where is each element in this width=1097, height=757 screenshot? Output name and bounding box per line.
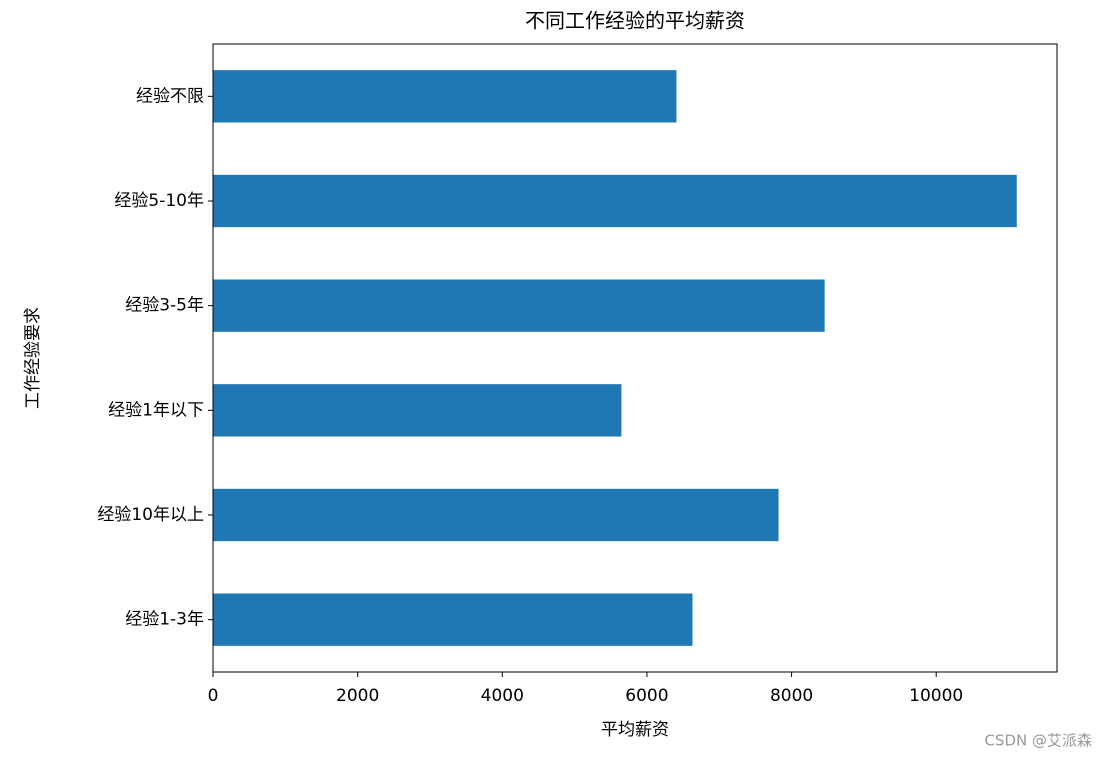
- x-tick-label: 0: [208, 686, 219, 706]
- y-axis-label: 工作经验要求: [23, 307, 43, 409]
- bar: [213, 384, 622, 437]
- plot-frame: [212, 43, 1058, 673]
- x-tick-label: 10000: [909, 686, 963, 706]
- bar: [213, 488, 779, 542]
- watermark: CSDN @艾派森: [984, 732, 1092, 750]
- y-tick-label: 经验5-10年: [114, 191, 204, 211]
- bar: [213, 174, 1017, 228]
- bar: [213, 279, 825, 332]
- bar: [213, 593, 693, 646]
- bar: [213, 70, 677, 123]
- x-tick-label: 8000: [770, 686, 813, 706]
- x-tick-label: 2000: [336, 686, 379, 706]
- chart-title: 不同工作经验的平均薪资: [525, 9, 745, 33]
- x-tick-label: 4000: [481, 686, 524, 706]
- y-tick-label: 经验不限: [136, 86, 204, 106]
- x-axis-label: 平均薪资: [601, 720, 669, 740]
- y-tick-label: 经验1-3年: [125, 610, 204, 630]
- y-tick-label: 经验1年以下: [108, 400, 204, 420]
- x-tick-label: 6000: [625, 686, 668, 706]
- y-tick-label: 经验10年以上: [97, 505, 204, 525]
- y-tick-label: 经验3-5年: [125, 296, 204, 316]
